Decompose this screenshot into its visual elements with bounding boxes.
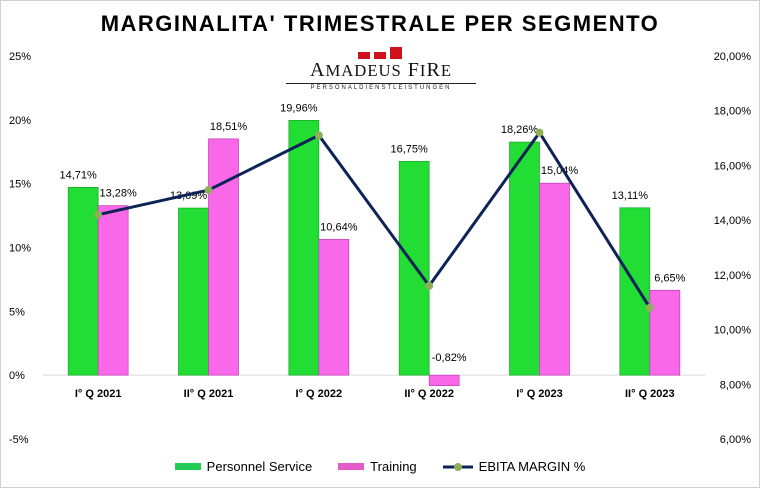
ebita-marker — [204, 186, 213, 195]
left-axis-tick: 20% — [9, 115, 31, 127]
ebita-marker — [645, 303, 654, 312]
left-axis-tick: 5% — [9, 306, 25, 318]
data-label: 13,28% — [100, 188, 138, 200]
right-axis-tick: 14,00% — [714, 215, 752, 227]
right-axis-tick: 16,00% — [714, 160, 752, 172]
legend: Personnel Service Training EBITA MARGIN … — [1, 459, 759, 474]
legend-label: EBITA MARGIN % — [478, 459, 586, 474]
right-axis-tick: 18,00% — [714, 106, 752, 118]
legend-item-personnel: Personnel Service — [174, 459, 313, 474]
bar-personnel-service — [619, 207, 651, 376]
chart-title: MARGINALITA' TRIMESTRALE PER SEGMENTO — [100, 11, 660, 36]
bar-training — [649, 289, 681, 376]
category-label: I° Q 2023 — [516, 388, 563, 400]
bar-training — [539, 182, 570, 376]
legend-label: Training — [370, 459, 417, 474]
data-label: 18,51% — [210, 121, 248, 133]
legend-swatch-pink — [338, 463, 365, 470]
data-label: 16,75% — [391, 143, 429, 155]
ebita-marker — [314, 131, 323, 140]
legend-item-training: Training — [338, 459, 417, 474]
bar-personnel-service — [67, 187, 99, 376]
left-axis-tick: -5% — [9, 434, 29, 446]
bar-training — [97, 205, 129, 376]
left-axis-tick: 25% — [9, 51, 31, 63]
legend-item-ebita: EBITA MARGIN % — [442, 459, 586, 474]
right-axis-tick: 8,00% — [720, 379, 751, 391]
data-label: 6,65% — [654, 272, 685, 284]
data-label: 10,64% — [320, 221, 358, 233]
category-label: I° Q 2022 — [296, 388, 343, 400]
data-label: 15,04% — [541, 165, 579, 177]
bar-personnel-service — [509, 141, 540, 376]
amadeus-fire-logo: AMADEUS FIRE PERSONALDIENSTLEISTUNGEN — [286, 47, 476, 97]
right-axis-tick: 20,00% — [714, 51, 752, 63]
data-label: 19,96% — [280, 102, 318, 114]
ebita-line — [97, 129, 652, 309]
right-axis-tick: 12,00% — [714, 270, 752, 282]
category-label: I° Q 2021 — [75, 388, 122, 400]
bar-training — [208, 138, 239, 376]
category-label: II° Q 2021 — [184, 388, 234, 400]
bar-personnel-service — [288, 119, 320, 376]
right-axis-tick: 10,00% — [714, 325, 752, 337]
ebita-marker — [94, 210, 103, 219]
left-axis-tick: 0% — [9, 370, 25, 382]
bar-personnel-service — [398, 160, 430, 376]
category-label: II° Q 2022 — [404, 388, 454, 400]
bar-training — [318, 238, 350, 376]
legend-label: Personnel Service — [206, 459, 313, 474]
bar-training — [428, 374, 460, 386]
right-axis-tick: 6,00% — [720, 434, 751, 446]
data-label: 18,26% — [501, 124, 539, 136]
data-label: -0,82% — [432, 352, 467, 364]
legend-swatch-green — [174, 463, 201, 470]
data-label: 13,11% — [612, 190, 649, 202]
category-label: II° Q 2023 — [625, 388, 675, 400]
bar-personnel-service — [178, 207, 209, 376]
legend-line-marker-icon — [442, 462, 473, 471]
left-axis-tick: 10% — [9, 243, 31, 255]
ebita-marker — [425, 281, 434, 290]
data-label: 14,71% — [60, 169, 98, 181]
ebita-marker — [535, 128, 544, 137]
left-axis-tick: 15% — [9, 179, 31, 191]
